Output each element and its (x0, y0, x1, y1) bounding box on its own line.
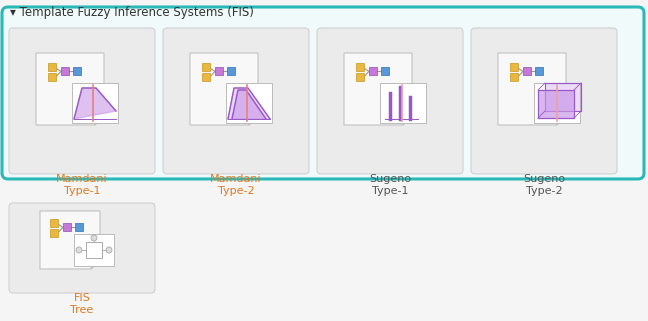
Polygon shape (95, 116, 104, 125)
FancyBboxPatch shape (509, 74, 518, 82)
Polygon shape (91, 260, 100, 269)
FancyBboxPatch shape (356, 64, 364, 72)
FancyBboxPatch shape (202, 74, 209, 82)
Circle shape (91, 235, 97, 241)
FancyBboxPatch shape (73, 67, 80, 75)
Circle shape (76, 247, 82, 253)
FancyBboxPatch shape (49, 220, 58, 228)
FancyBboxPatch shape (47, 64, 56, 72)
Bar (226, 83, 272, 123)
FancyBboxPatch shape (380, 67, 389, 75)
FancyBboxPatch shape (214, 67, 222, 75)
Bar (380, 83, 426, 123)
Bar (86, 242, 102, 258)
Polygon shape (545, 83, 581, 111)
Polygon shape (232, 90, 266, 119)
Text: Sugeno
Type-1: Sugeno Type-1 (369, 174, 411, 195)
FancyBboxPatch shape (509, 64, 518, 72)
Text: Sugeno
Type-2: Sugeno Type-2 (523, 174, 565, 195)
FancyBboxPatch shape (49, 230, 58, 238)
FancyBboxPatch shape (47, 74, 56, 82)
FancyBboxPatch shape (75, 223, 82, 231)
Text: Mamdani
Type-2: Mamdani Type-2 (210, 174, 262, 195)
FancyBboxPatch shape (522, 67, 531, 75)
FancyBboxPatch shape (2, 7, 644, 179)
Polygon shape (190, 53, 258, 125)
Circle shape (106, 247, 112, 253)
Bar (534, 83, 580, 123)
FancyBboxPatch shape (62, 223, 71, 231)
FancyBboxPatch shape (227, 67, 235, 75)
Bar (72, 83, 118, 123)
FancyBboxPatch shape (471, 28, 617, 174)
FancyBboxPatch shape (369, 67, 376, 75)
Text: FIS
Tree: FIS Tree (71, 293, 93, 315)
Polygon shape (403, 116, 412, 125)
Text: ▾ Template Fuzzy Inference Systems (FIS): ▾ Template Fuzzy Inference Systems (FIS) (10, 6, 254, 19)
Polygon shape (498, 53, 566, 125)
FancyBboxPatch shape (535, 67, 542, 75)
Polygon shape (40, 211, 100, 269)
Polygon shape (538, 90, 574, 118)
FancyBboxPatch shape (356, 74, 364, 82)
FancyBboxPatch shape (317, 28, 463, 174)
Polygon shape (249, 116, 258, 125)
FancyBboxPatch shape (60, 67, 69, 75)
Bar (74, 234, 114, 266)
Polygon shape (228, 88, 270, 119)
Polygon shape (557, 116, 566, 125)
Text: Mamdani
Type-1: Mamdani Type-1 (56, 174, 108, 195)
Polygon shape (344, 53, 412, 125)
FancyBboxPatch shape (9, 203, 155, 293)
Polygon shape (36, 53, 104, 125)
FancyBboxPatch shape (163, 28, 309, 174)
FancyBboxPatch shape (202, 64, 209, 72)
Polygon shape (74, 88, 116, 119)
FancyBboxPatch shape (9, 28, 155, 174)
